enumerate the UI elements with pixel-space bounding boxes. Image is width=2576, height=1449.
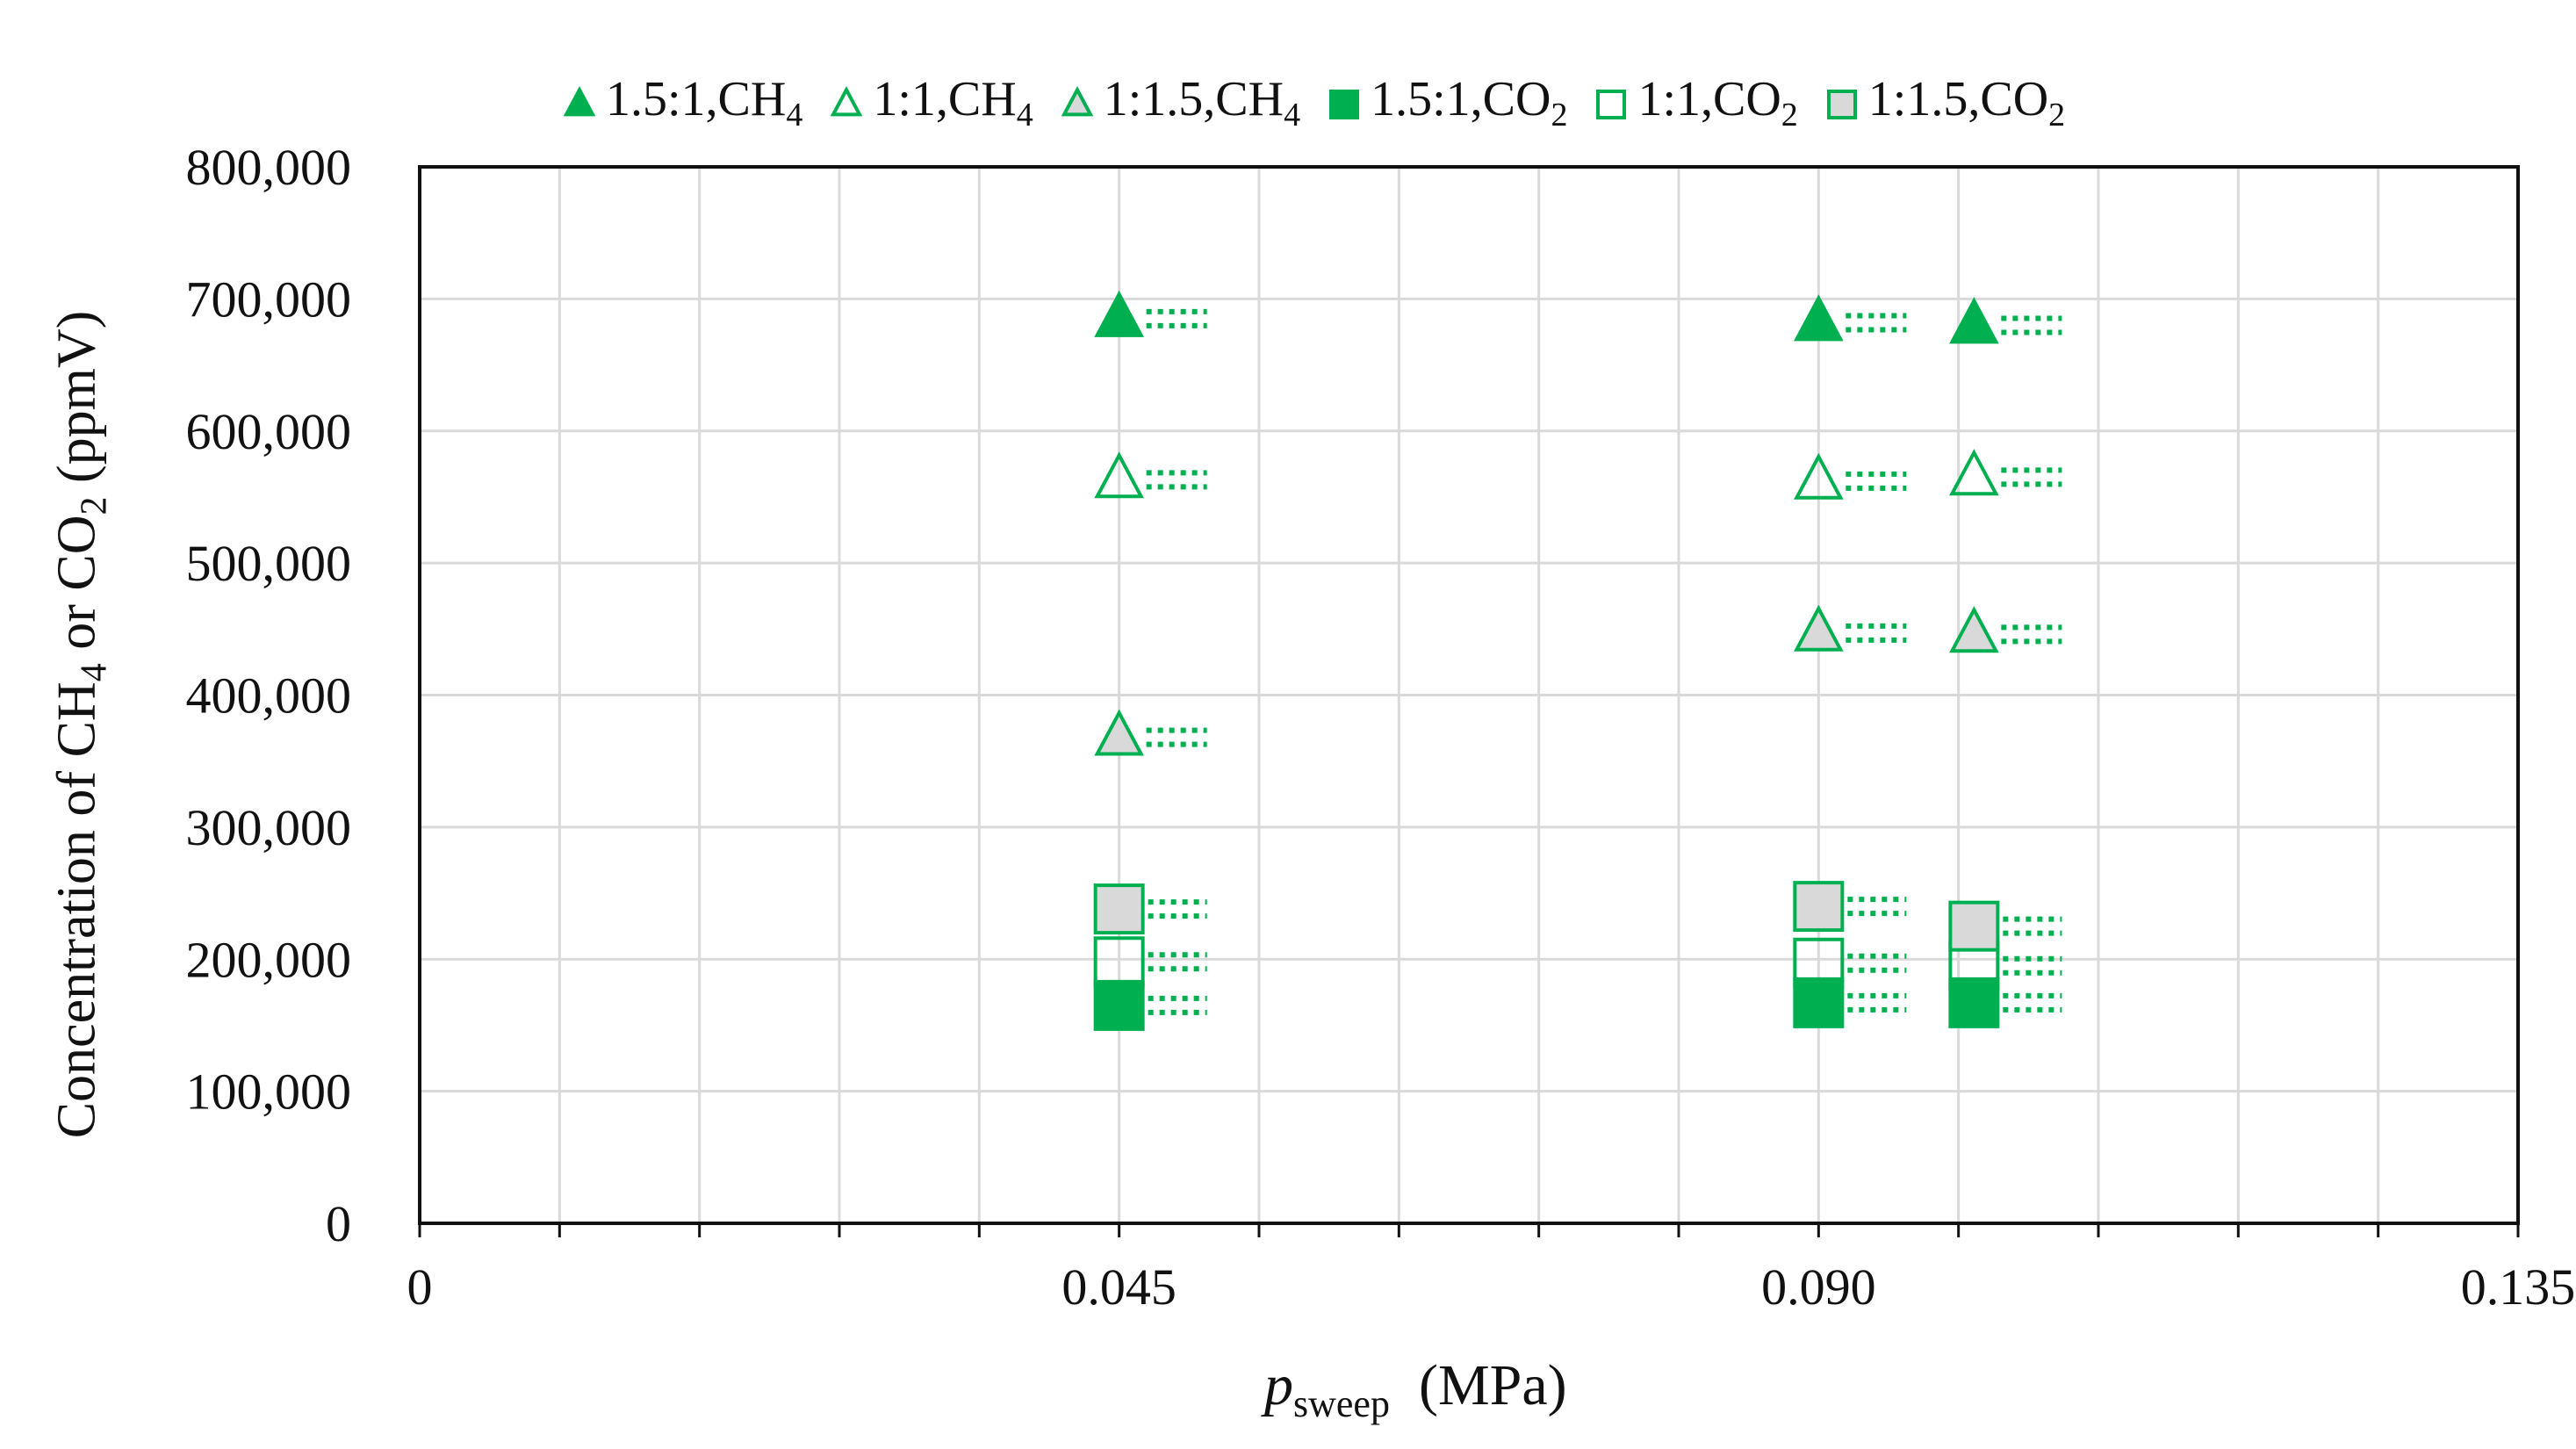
legend-marker	[563, 86, 596, 117]
legend-label: 1:1,CO2	[1637, 71, 1798, 134]
data-point	[1093, 936, 1145, 988]
legend-label: 1.5:1,CH4	[606, 71, 803, 134]
legend-marker	[831, 86, 863, 117]
data-point	[1949, 606, 1999, 653]
y-tick-label: 500,000	[186, 535, 352, 592]
data-point	[1793, 937, 1845, 989]
data-point	[1793, 452, 1844, 500]
data-point	[1949, 297, 1999, 344]
data-point	[1093, 979, 1145, 1031]
legend-item: 1:1,CH4	[829, 71, 1033, 134]
data-point	[1793, 294, 1844, 342]
x-tick-label: 0	[407, 1258, 433, 1316]
legend-item: 1:1.5,CO2	[1824, 71, 2065, 134]
legend-marker	[1826, 90, 1857, 119]
legend-marker	[1061, 86, 1094, 117]
plot-area-frame	[418, 165, 2520, 1225]
y-tick-label: 100,000	[186, 1063, 352, 1121]
data-point	[1093, 883, 1145, 935]
y-tick-label: 0	[326, 1195, 351, 1252]
data-point	[1948, 977, 2000, 1028]
x-tick-label: 0.045	[1061, 1258, 1176, 1316]
legend-marker-shape	[563, 86, 596, 117]
y-tick-label: 200,000	[186, 931, 352, 988]
legend-marker-shape	[831, 86, 863, 117]
legend-item: 1.5:1,CO2	[1327, 71, 1567, 134]
data-point	[1793, 604, 1844, 652]
data-point	[1094, 709, 1145, 756]
x-axis-label: psweep (MPa)	[1264, 1353, 1567, 1426]
legend-label: 1:1.5,CO2	[1867, 71, 2066, 134]
data-point	[1094, 290, 1145, 337]
legend-item: 1:1,CO2	[1594, 71, 1798, 134]
legend: 1.5:1,CH4 1:1,CH4 1:1.5,CH4 1.5:1,CO2 1:1,CO…	[562, 72, 2065, 133]
legend-marker-shape	[1596, 90, 1627, 119]
y-tick-label: 400,000	[186, 667, 352, 724]
data-point	[1793, 881, 1845, 933]
legend-label: 1:1.5,CH4	[1103, 71, 1301, 134]
y-tick-label: 300,000	[186, 799, 352, 856]
legend-label: 1:1,CH4	[873, 71, 1033, 134]
data-point	[1094, 451, 1145, 499]
data-point	[1949, 449, 1999, 496]
legend-marker-shape	[1061, 86, 1094, 117]
x-tick-label: 0.135	[2461, 1258, 2576, 1316]
legend-item: 1:1.5,CH4	[1060, 71, 1300, 134]
y-tick-label: 600,000	[186, 403, 352, 460]
legend-marker-shape	[1329, 90, 1360, 119]
legend-marker-shape	[1826, 90, 1857, 119]
y-tick-label: 700,000	[186, 270, 352, 328]
y-tick-label: 800,000	[186, 139, 352, 196]
data-point	[1948, 900, 2000, 952]
legend-marker	[1329, 90, 1360, 119]
legend-marker	[1596, 90, 1627, 119]
legend-label: 1.5:1,CO2	[1371, 71, 1568, 134]
legend-item: 1.5:1,CH4	[562, 71, 802, 134]
x-tick-label: 0.090	[1761, 1258, 1876, 1316]
